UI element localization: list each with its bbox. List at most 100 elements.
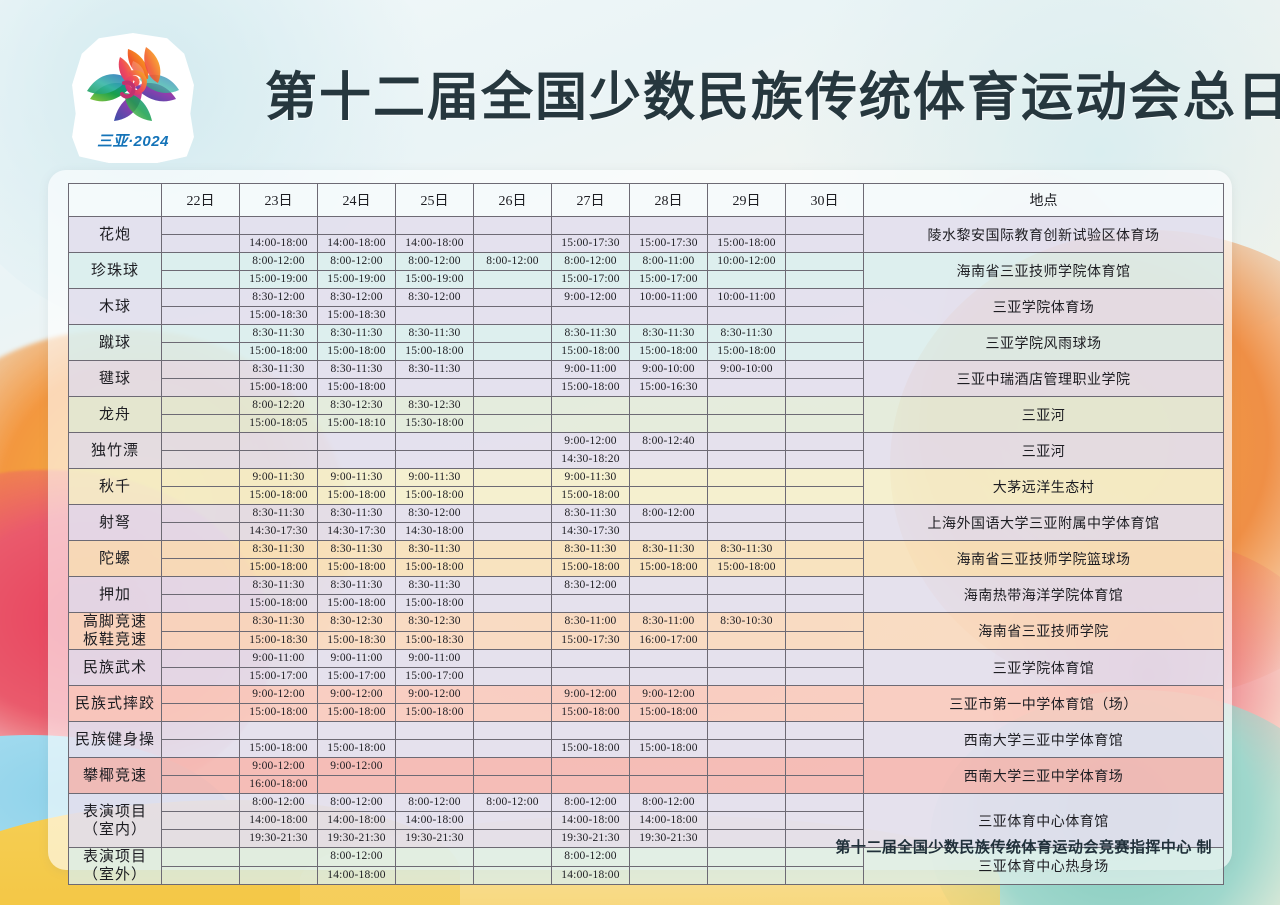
time-slot-cell <box>785 216 864 235</box>
time-slot-cell: 8:30-11:30 <box>317 360 396 379</box>
time-slot-cell <box>473 450 552 469</box>
venue-cell: 三亚体育中心热身场 <box>863 847 1224 885</box>
time-slot-cell <box>161 811 240 830</box>
time-slot-cell: 10:00-11:00 <box>707 288 786 307</box>
time-slot-cell <box>629 649 708 668</box>
time-slot-cell <box>473 504 552 523</box>
time-slot-cell: 14:30-17:30 <box>239 522 318 541</box>
venue-cell: 上海外国语大学三亚附属中学体育馆 <box>863 504 1224 541</box>
time-slot-cell <box>785 450 864 469</box>
time-slot-cell: 14:00-18:00 <box>629 811 708 830</box>
event-name-cell: 龙舟 <box>68 396 162 433</box>
venue-cell: 海南省三亚技师学院篮球场 <box>863 540 1224 577</box>
time-slot-cell <box>551 594 630 613</box>
time-slot-cell: 8:30-11:30 <box>239 360 318 379</box>
time-slot-cell <box>707 630 786 650</box>
time-slot-cell <box>551 306 630 325</box>
time-slot-cell <box>395 450 474 469</box>
time-slot-cell <box>161 685 240 704</box>
time-slot-cell <box>161 414 240 433</box>
time-slot-cell: 8:30-12:30 <box>317 396 396 415</box>
time-slot-cell: 8:00-12:00 <box>551 252 630 271</box>
time-slot-cell <box>161 216 240 235</box>
time-slot-cell: 14:00-18:00 <box>239 811 318 830</box>
time-slot-cell <box>629 396 708 415</box>
time-slot-cell <box>239 865 318 885</box>
time-slot-cell <box>707 865 786 885</box>
page-title: 第十二届全国少数民族传统体育运动会总日程 <box>265 69 1280 127</box>
time-slot-cell: 8:30-11:30 <box>629 324 708 343</box>
time-slot-cell: 15:00-18:00 <box>239 703 318 722</box>
time-slot-cell <box>395 306 474 325</box>
time-slot-cell <box>629 594 708 613</box>
time-slot-cell <box>785 522 864 541</box>
time-slot-cell <box>473 739 552 758</box>
time-slot-cell <box>161 432 240 451</box>
venue-cell: 大茅远洋生态村 <box>863 468 1224 505</box>
time-slot-cell: 8:00-12:00 <box>395 793 474 812</box>
venue-cell: 海南省三亚技师学院体育馆 <box>863 252 1224 289</box>
time-slot-cell <box>551 757 630 776</box>
time-slot-cell <box>473 468 552 487</box>
time-slot-cell: 15:00-19:00 <box>317 270 396 289</box>
time-slot-cell <box>395 739 474 758</box>
table-row: 龙舟 8:00-12:20 8:30-12:30 8:30-12:30 三亚河 <box>68 396 1224 433</box>
time-slot-cell <box>785 757 864 776</box>
time-slot-cell: 8:00-12:00 <box>629 504 708 523</box>
time-slot-cell: 10:00-12:00 <box>707 252 786 271</box>
time-slot-cell: 9:00-12:00 <box>629 685 708 704</box>
time-slot-cell <box>707 721 786 740</box>
time-slot-cell <box>785 306 864 325</box>
time-slot-cell <box>707 757 786 776</box>
time-slot-cell: 14:00-18:00 <box>317 865 396 885</box>
time-slot-cell: 9:00-10:00 <box>707 360 786 379</box>
time-slot-cell <box>707 414 786 433</box>
time-slot-cell <box>395 721 474 740</box>
table-row: 14:00-18:00 14:00-18:00 14:00-18:00 14:00-1… <box>69 811 1224 830</box>
time-slot-cell <box>161 468 240 487</box>
event-name-cell: 陀螺 <box>68 540 162 577</box>
time-slot-cell <box>473 811 552 830</box>
table-row: 19:30-21:30 19:30-21:30 19:30-21:30 19:30-2… <box>69 829 1224 848</box>
time-slot-cell: 9:00-11:30 <box>239 468 318 487</box>
time-slot-cell: 8:30-12:00 <box>395 288 474 307</box>
time-slot-cell <box>629 757 708 776</box>
time-slot-cell <box>551 775 630 794</box>
time-slot-cell <box>707 667 786 686</box>
time-slot-cell: 15:00-18:00 <box>395 486 474 505</box>
venue-cell: 西南大学三亚中学体育场 <box>863 757 1224 794</box>
table-row: 民族武术 9:00-11:00 9:00-11:00 9:00-11:00 三亚学院体育… <box>68 649 1224 686</box>
table-row: 毽球 8:30-11:30 8:30-11:30 8:30-11:30 9:00-11:… <box>68 360 1224 397</box>
time-slot-cell <box>629 216 708 235</box>
time-slot-cell: 15:00-18:00 <box>239 594 318 613</box>
time-slot-cell <box>161 630 240 650</box>
time-slot-cell <box>473 667 552 686</box>
time-slot-cell <box>629 847 708 867</box>
emblem-label: 三亚·2024 <box>97 133 169 150</box>
time-slot-cell: 10:00-11:00 <box>629 288 708 307</box>
time-slot-cell <box>473 685 552 704</box>
time-slot-cell <box>317 721 396 740</box>
time-slot-cell: 16:00-17:00 <box>629 630 708 650</box>
time-slot-cell: 15:00-18:00 <box>239 558 318 577</box>
column-header-day-26: 26日 <box>473 183 552 217</box>
time-slot-cell <box>161 739 240 758</box>
time-slot-cell <box>707 504 786 523</box>
time-slot-cell: 8:30-11:30 <box>551 540 630 559</box>
time-slot-cell: 9:00-11:30 <box>317 468 396 487</box>
event-name-cell: 射弩 <box>68 504 162 541</box>
event-name-cell: 攀椰竞速 <box>68 757 162 794</box>
time-slot-cell <box>785 432 864 451</box>
time-slot-cell <box>785 360 864 379</box>
time-slot-cell: 15:00-17:30 <box>551 630 630 650</box>
table-row: 15:00-18:00 15:00-18:00 15:00-18:00 15:00-1… <box>69 378 1224 397</box>
venue-cell: 三亚河 <box>863 396 1224 433</box>
time-slot-cell <box>395 216 474 235</box>
time-slot-cell: 8:30-11:30 <box>395 360 474 379</box>
table-row: 15:00-18:00 15:00-18:00 15:00-18:00 15:00-1… <box>69 558 1224 577</box>
time-slot-cell <box>473 414 552 433</box>
event-name-cell: 表演项目 （室外） <box>68 847 162 885</box>
time-slot-cell: 15:00-18:00 <box>239 342 318 361</box>
time-slot-cell <box>785 685 864 704</box>
time-slot-cell: 9:00-12:00 <box>395 685 474 704</box>
